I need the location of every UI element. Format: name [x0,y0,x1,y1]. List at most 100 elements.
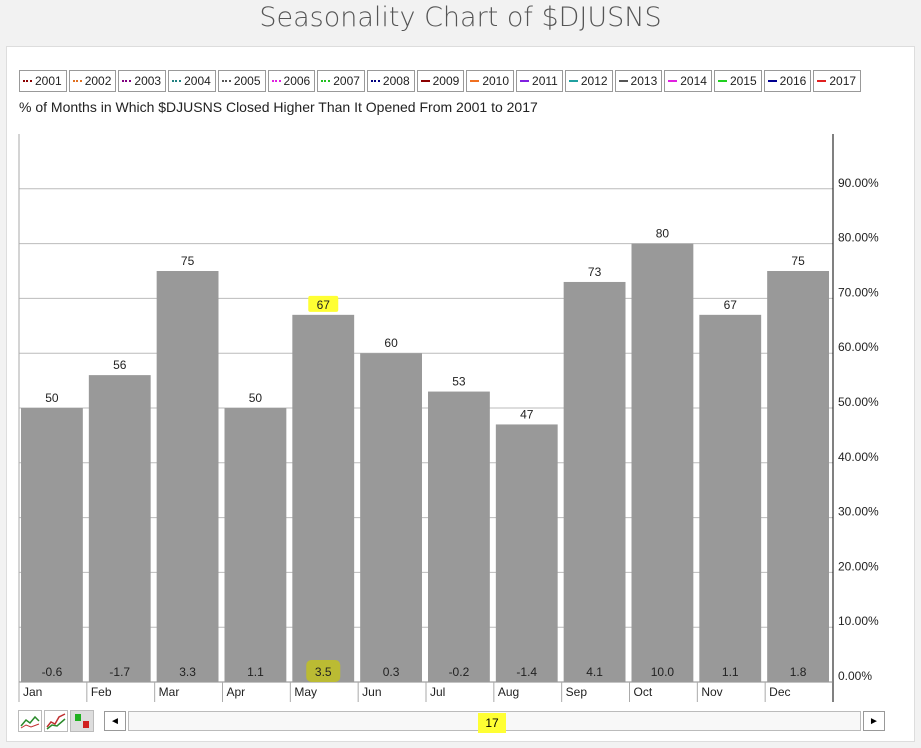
y-tick-label: 50.00% [838,395,879,409]
x-tick-label: Dec [769,685,790,699]
y-tick-label: 20.00% [838,559,879,573]
legend-label: 2014 [680,74,707,88]
multi-line-chart-icon[interactable] [44,710,68,732]
legend-swatch [618,80,628,82]
legend-swatch [470,80,480,82]
legend-item-2017[interactable]: 2017 [813,70,862,92]
legend-label: 2017 [829,74,857,88]
bar-jun [360,353,422,682]
x-tick-label: Jun [362,685,381,699]
legend-swatch [72,80,82,82]
avg-change-label: -0.2 [449,665,470,679]
y-tick-label: 90.00% [838,176,879,190]
legend-swatch [767,80,777,82]
legend-swatch [668,80,678,82]
legend-item-2010[interactable]: 2010 [466,70,515,92]
avg-change-label: 1.1 [722,665,739,679]
legend-item-2016[interactable]: 2016 [763,70,812,92]
legend-label: 2002 [84,74,112,88]
bar-sep [563,281,626,682]
legend-swatch [23,80,32,82]
legend-label: 2001 [35,74,62,88]
legend-swatch [370,80,380,82]
y-tick-label: 30.00% [838,505,879,519]
bar-value-label: 67 [317,298,331,312]
legend-item-2002[interactable]: 2002 [68,70,117,92]
x-tick-label: Mar [159,685,180,699]
y-tick-label: 80.00% [838,231,879,245]
legend-label: 2010 [482,74,510,88]
legend-label: 2004 [184,74,211,88]
legend-item-2015[interactable]: 2015 [713,70,762,92]
legend-swatch [420,80,430,82]
x-tick-label: Jul [430,685,445,699]
legend-swatch [717,80,727,82]
legend-swatch [817,80,827,82]
bar-chart-icon[interactable] [70,710,94,732]
legend-swatch [122,80,132,82]
year-legend: 2001 2002 2003 2004 2005 2006 2007 2008 2009 2010… [19,70,863,92]
bar-value-label: 60 [384,336,398,350]
legend-item-2001[interactable]: 2001 [19,70,67,92]
legend-swatch [321,80,331,82]
x-tick-label: Apr [227,685,246,699]
legend-item-2011[interactable]: 2011 [516,70,563,92]
bar-jan [21,408,83,682]
avg-change-label: -0.6 [42,665,63,679]
legend-item-2014[interactable]: 2014 [664,70,712,92]
x-tick-label: Oct [634,685,653,699]
bar-jul [428,391,490,682]
bar-value-label: 75 [181,254,195,268]
chart-subtitle: % of Months in Which $DJUSNS Closed High… [19,99,538,115]
legend-item-2009[interactable]: 2009 [416,70,465,92]
x-tick-label: Nov [701,685,722,699]
avg-change-label: 3.3 [179,665,196,679]
bar-value-label: 56 [113,358,127,372]
legend-item-2006[interactable]: 2006 [267,70,316,92]
chart-type-toolbar [18,710,94,732]
legend-swatch [568,80,578,82]
legend-swatch [271,80,281,82]
bar-value-label: 73 [588,265,602,279]
legend-item-2008[interactable]: 2008 [366,70,415,92]
legend-item-2003[interactable]: 2003 [118,70,167,92]
avg-change-label: -1.4 [516,665,537,679]
bar-may [292,314,355,682]
avg-label-highlight [306,660,341,682]
legend-label: 2003 [134,74,162,88]
bar-value-label: 67 [724,298,738,312]
scroll-right-button[interactable]: ► [863,711,885,731]
legend-swatch [172,80,182,82]
bar-value-label: 80 [656,227,670,241]
avg-change-label: 4.1 [586,665,603,679]
y-tick-label: 0.00% [838,669,872,683]
page-title: Seasonality Chart of $DJUSNS [259,2,662,33]
legend-label: 2005 [233,74,261,88]
line-chart-icon[interactable] [18,710,42,732]
bar-value-label: 47 [520,407,534,421]
legend-swatch [221,80,231,82]
legend-label: 2016 [779,74,807,88]
bar-value-label: 75 [791,254,805,268]
legend-item-2005[interactable]: 2005 [217,70,266,92]
legend-item-2004[interactable]: 2004 [168,70,216,92]
legend-item-2007[interactable]: 2007 [317,70,365,92]
bar-value-label: 50 [249,391,263,405]
bar-dec [767,271,829,682]
x-tick-label: Feb [91,685,112,699]
x-tick-label: Sep [566,685,588,699]
x-tick-label: Aug [498,685,519,699]
y-tick-label: 40.00% [838,450,879,464]
avg-change-label: 10.0 [651,665,675,679]
legend-label: 2007 [333,74,360,88]
x-tick-label: May [294,685,317,699]
legend-item-2013[interactable]: 2013 [614,70,663,92]
scroll-left-button[interactable]: ◄ [104,711,126,731]
legend-label: 2012 [580,74,608,88]
avg-change-label: 1.8 [790,665,807,679]
x-tick-label: Jan [23,685,42,699]
scroll-thumb-label[interactable]: 17 [478,713,506,733]
legend-item-2012[interactable]: 2012 [564,70,613,92]
y-tick-label: 60.00% [838,340,879,354]
